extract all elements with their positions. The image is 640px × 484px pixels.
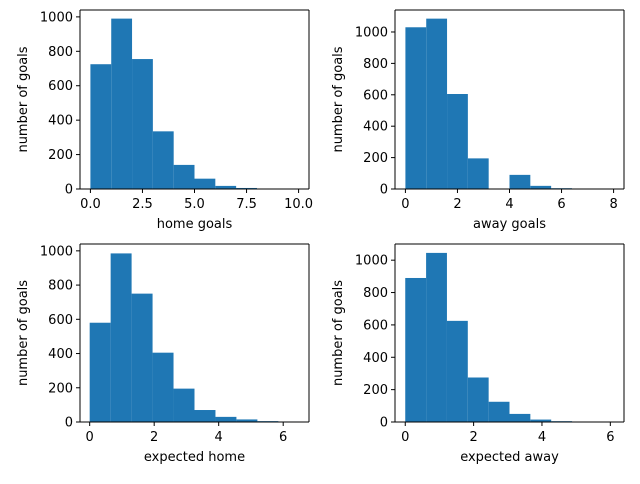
y-axis-label: number of goals	[16, 280, 31, 386]
histogram-bar	[405, 27, 426, 189]
histogram-bar	[426, 253, 447, 422]
y-axis-label: number of goals	[331, 280, 346, 386]
x-tick-label: 6	[279, 430, 287, 445]
histogram-bar	[510, 175, 531, 189]
y-tick-label: 200	[363, 151, 388, 166]
y-tick-label: 0	[380, 416, 388, 431]
y-tick-label: 800	[363, 57, 388, 72]
y-tick-label: 1000	[355, 254, 388, 269]
histogram-bar	[174, 165, 195, 189]
y-tick-label: 400	[48, 347, 73, 362]
histogram-bar	[153, 353, 174, 422]
x-tick-label: 4	[538, 430, 546, 445]
subplot-4: 0 2 4 6 0 200 400 600 800 1000 expected away number…	[331, 244, 624, 465]
y-tick-label: 600	[48, 313, 73, 328]
x-axis-label: away goals	[473, 217, 546, 232]
histogram-bar	[111, 253, 132, 422]
y-tick-label: 400	[363, 120, 388, 135]
y-tick-label: 1000	[40, 244, 73, 259]
y-tick-label: 0	[65, 416, 73, 431]
subplot-1: 0.0 2.5 5.0 7.5 10.0 0 200 400 600 800 1000 home go…	[16, 10, 313, 232]
y-tick-label: 600	[363, 88, 388, 103]
y-tick-label: 200	[363, 383, 388, 398]
histogram-bar	[468, 158, 489, 189]
x-tick-label: 4	[215, 430, 223, 445]
histogram-bar	[195, 410, 216, 422]
x-axis-label: home goals	[157, 217, 233, 232]
histogram-bar	[90, 323, 111, 422]
y-tick-label: 0	[65, 183, 73, 198]
y-tick-label: 200	[48, 148, 73, 163]
y-tick-label: 800	[363, 286, 388, 301]
histogram-bar	[510, 414, 531, 422]
x-tick-label: 0	[86, 430, 94, 445]
histogram-bar	[489, 402, 510, 422]
subplot-3: 0 2 4 6 0 200 400 600 800 1000 expected home number…	[16, 244, 309, 465]
x-tick-label: 5.0	[184, 197, 205, 212]
y-tick-label: 1000	[355, 25, 388, 40]
y-tick-label: 600	[48, 79, 73, 94]
y-tick-label: 200	[48, 381, 73, 396]
x-tick-label: 2.5	[132, 197, 153, 212]
y-axis-label: number of goals	[16, 46, 31, 152]
subplot-2: 0 2 4 6 8 0 200 400 600 800 1000 away goals number o…	[331, 10, 624, 232]
histogram-bar	[174, 389, 195, 422]
y-tick-label: 600	[363, 318, 388, 333]
histogram-bar	[195, 179, 216, 189]
x-tick-label: 0.0	[80, 197, 101, 212]
histogram-bar	[447, 94, 468, 189]
x-axis-label: expected home	[144, 450, 245, 465]
x-tick-label: 7.5	[236, 197, 257, 212]
x-tick-label: 0	[401, 430, 409, 445]
x-tick-label: 6	[606, 430, 614, 445]
histogram-bar	[447, 321, 468, 422]
x-tick-label: 2	[150, 430, 158, 445]
y-tick-label: 0	[380, 183, 388, 198]
histogram-bar	[90, 64, 111, 189]
y-axis-label: number of goals	[331, 46, 346, 152]
histogram-bar	[132, 294, 153, 422]
histogram-bar	[426, 19, 447, 189]
x-tick-label: 0	[401, 197, 409, 212]
histogram-bar	[111, 19, 132, 189]
x-tick-label: 6	[557, 197, 565, 212]
x-tick-label: 4	[505, 197, 513, 212]
histogram-bar	[405, 278, 426, 422]
y-tick-label: 400	[363, 351, 388, 366]
x-axis-label: expected away	[460, 450, 559, 465]
y-tick-label: 800	[48, 45, 73, 60]
x-tick-label: 2	[453, 197, 461, 212]
x-tick-label: 10.0	[284, 197, 313, 212]
histogram-bar	[215, 417, 236, 422]
histogram-bar	[132, 59, 153, 189]
x-tick-label: 8	[609, 197, 617, 212]
y-tick-label: 800	[48, 279, 73, 294]
histogram-bar	[153, 131, 174, 189]
y-tick-label: 400	[48, 114, 73, 129]
x-tick-label: 2	[469, 430, 477, 445]
y-tick-label: 1000	[40, 10, 73, 25]
histogram-bar	[468, 378, 489, 423]
